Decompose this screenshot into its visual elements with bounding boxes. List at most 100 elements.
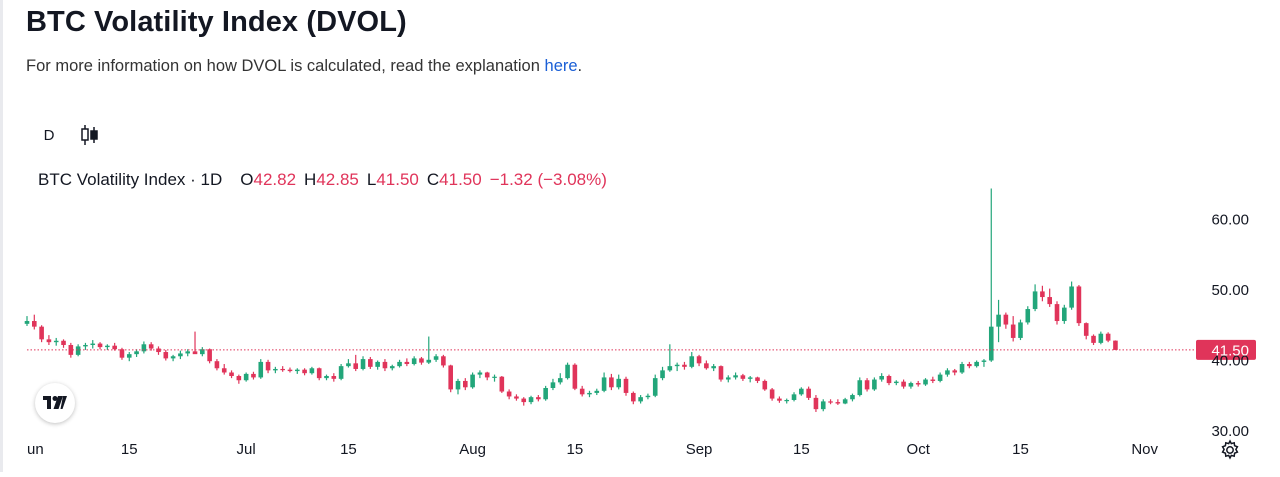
candle-body [1010,324,1016,338]
legend-change: −1.32 (−3.08%) [489,170,607,189]
candle [389,364,395,371]
time-axis: un 15 Jul 15 Aug 15 Sep 15 Oct 15 Nov [27,441,1158,458]
candle [61,339,66,348]
candle-body [565,364,570,379]
candle [207,348,212,364]
settings-gear-icon[interactable] [1218,438,1242,462]
candle [842,397,848,405]
candle [886,374,892,386]
candle-body [1113,340,1118,350]
candle-body [609,377,614,388]
y-tick-label: 60.00 [1211,212,1249,229]
candle [294,368,300,374]
candle [404,358,410,367]
candle-body [75,346,81,355]
legend-high-value: 42.85 [316,170,359,189]
candle [382,359,388,372]
candle [725,375,731,383]
candle [638,395,643,404]
candle [1003,312,1009,329]
candle [901,379,906,389]
candlestick-icon[interactable] [72,119,108,151]
candle-body [200,349,205,355]
candle-body [258,361,264,378]
x-tick-label: Aug [459,441,486,458]
candle-body [484,372,490,378]
x-tick-label: 15 [121,441,138,458]
candle-body [477,372,483,375]
candle-body [579,388,585,395]
chart-area[interactable]: 41.50 60.00 50.00 40.00 30.00 un 15 Jul 15 Aug 1… [0,182,1280,472]
interval-button[interactable]: D [43,126,55,144]
candle-body [360,359,366,369]
candle-body [674,364,680,367]
candle-body [331,376,337,379]
candle [981,359,987,367]
candle-body [550,382,556,388]
candle-body [426,359,432,363]
candle [1025,306,1031,325]
candle [945,368,950,377]
candle-body [46,339,52,343]
candle [1091,334,1096,345]
candle [769,387,775,401]
tradingview-logo[interactable] [35,383,75,423]
explanation-link[interactable]: here [544,57,578,75]
candle [623,376,629,396]
candlestick-chart[interactable]: 41.50 60.00 50.00 40.00 30.00 un 15 Jul 15 Aug 1… [0,182,1280,472]
candle-body [287,369,293,372]
candle [265,359,271,374]
candle-body [886,376,892,384]
left-border [0,0,3,472]
candle [1010,316,1016,342]
candle [660,366,665,381]
candle-body [1105,333,1111,341]
candle [733,372,738,380]
x-tick-label: 15 [793,441,810,458]
candle [791,392,797,402]
candle [280,366,285,372]
candle-body [404,361,410,365]
candle [952,368,958,376]
candle-body [324,376,329,379]
candle-body [68,344,74,355]
candle [90,340,96,349]
candle-body [806,388,811,398]
candle-body [265,361,271,371]
candle-body [346,363,351,367]
candle [747,376,753,383]
legend-low-label: L [366,170,377,189]
candle [375,360,380,370]
candle-body [1062,307,1067,322]
candle [850,393,855,402]
candle [214,359,220,371]
candle-body [937,374,943,381]
candle-body [470,374,475,388]
candle [1098,331,1104,345]
candle-body [696,356,702,364]
candle [53,337,59,346]
price-reference-layer: 41.50 [27,339,1256,360]
price-axis: 60.00 50.00 40.00 30.00 [1211,212,1249,441]
candle [609,373,614,391]
candle [879,373,884,382]
candle [514,394,519,401]
candles-layer [24,188,1118,412]
candle [799,387,804,396]
candle-body [638,397,643,402]
candle [477,370,483,379]
candle [967,361,972,369]
candle-body [368,359,373,367]
candle-body [631,392,636,402]
candle [221,364,227,375]
candle-body [915,383,921,385]
candle [631,391,636,405]
candle [711,364,716,372]
candle-body [959,364,965,373]
x-tick-label: 15 [567,441,584,458]
candle [126,352,132,362]
candle [185,349,191,357]
legend-high-label: H [304,170,317,189]
candle-body [163,352,169,359]
candle [1062,304,1067,324]
